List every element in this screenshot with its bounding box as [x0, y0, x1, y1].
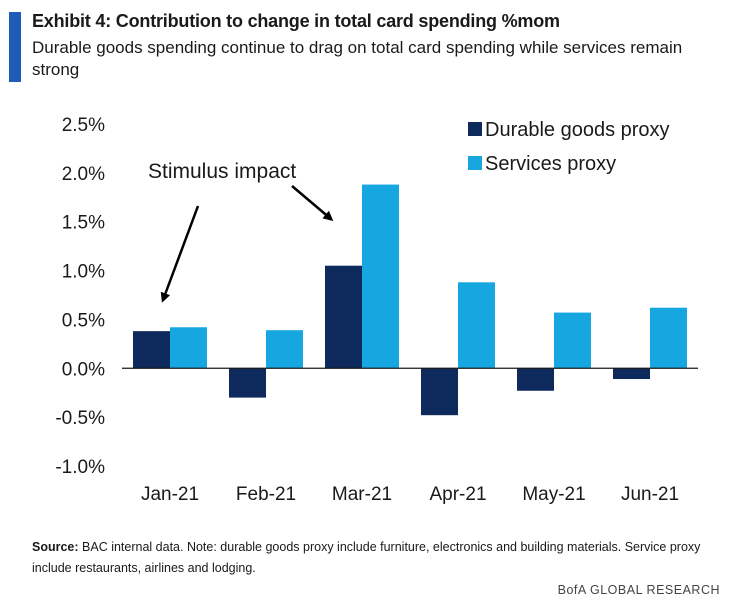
y-tick-label: 1.0% [62, 262, 105, 283]
y-tick-label: -0.5% [55, 408, 105, 429]
bar-services-feb-21 [266, 330, 303, 369]
x-tick-label: Feb-21 [236, 484, 296, 505]
x-tick-label: Mar-21 [332, 484, 392, 505]
bar-durable-goods-jun-21 [613, 368, 650, 380]
y-tick-label: 0.0% [62, 359, 105, 380]
annotation-arrow-jan [160, 205, 200, 303]
y-tick-label: 0.5% [62, 310, 105, 331]
bar-services-apr-21 [458, 282, 495, 369]
legend-label: Durable goods proxy [485, 119, 670, 141]
bar-services-may-21 [554, 312, 591, 369]
annotation-arrow-mar [291, 185, 334, 221]
chart-title: Exhibit 4: Contribution to change in tot… [32, 11, 560, 31]
legend-swatch [468, 122, 482, 136]
y-tick-label: -1.0% [55, 457, 105, 478]
legend-label: Services proxy [485, 153, 616, 175]
bar-durable-goods-may-21 [517, 368, 554, 391]
brand-label: BofA GLOBAL RESEARCH [557, 583, 720, 597]
annotation-label: Stimulus impact [148, 160, 296, 183]
source-label: Source: [32, 540, 79, 554]
bar-services-jun-21 [650, 307, 687, 369]
accent-bar [9, 12, 21, 82]
bar-services-jan-21 [170, 327, 207, 369]
legend-swatch [468, 156, 482, 170]
bar-durable-goods-jan-21 [133, 331, 170, 369]
y-tick-label: 2.5% [62, 115, 105, 136]
x-tick-label: May-21 [522, 484, 585, 505]
y-tick-label: 1.5% [62, 213, 105, 234]
x-tick-label: Jan-21 [141, 484, 199, 505]
bar-services-mar-21 [362, 184, 399, 369]
x-tick-label: Apr-21 [429, 484, 486, 505]
x-tick-label: Jun-21 [621, 484, 679, 505]
bar-durable-goods-mar-21 [325, 265, 362, 369]
bar-durable-goods-feb-21 [229, 368, 266, 398]
bar-chart: 2.5% 2.0% 1.5% 1.0% 0.5% 0.0% -0.5% -1.0% Jan-2… [55, 115, 698, 505]
source-text: BAC internal data. Note: durable goods p… [32, 540, 701, 575]
y-tick-label: 2.0% [62, 164, 105, 185]
bar-durable-goods-apr-21 [421, 368, 458, 416]
chart-subtitle: Durable goods spending continue to drag … [32, 38, 683, 79]
source-note: Source: BAC internal data. Note: durable… [32, 537, 732, 579]
